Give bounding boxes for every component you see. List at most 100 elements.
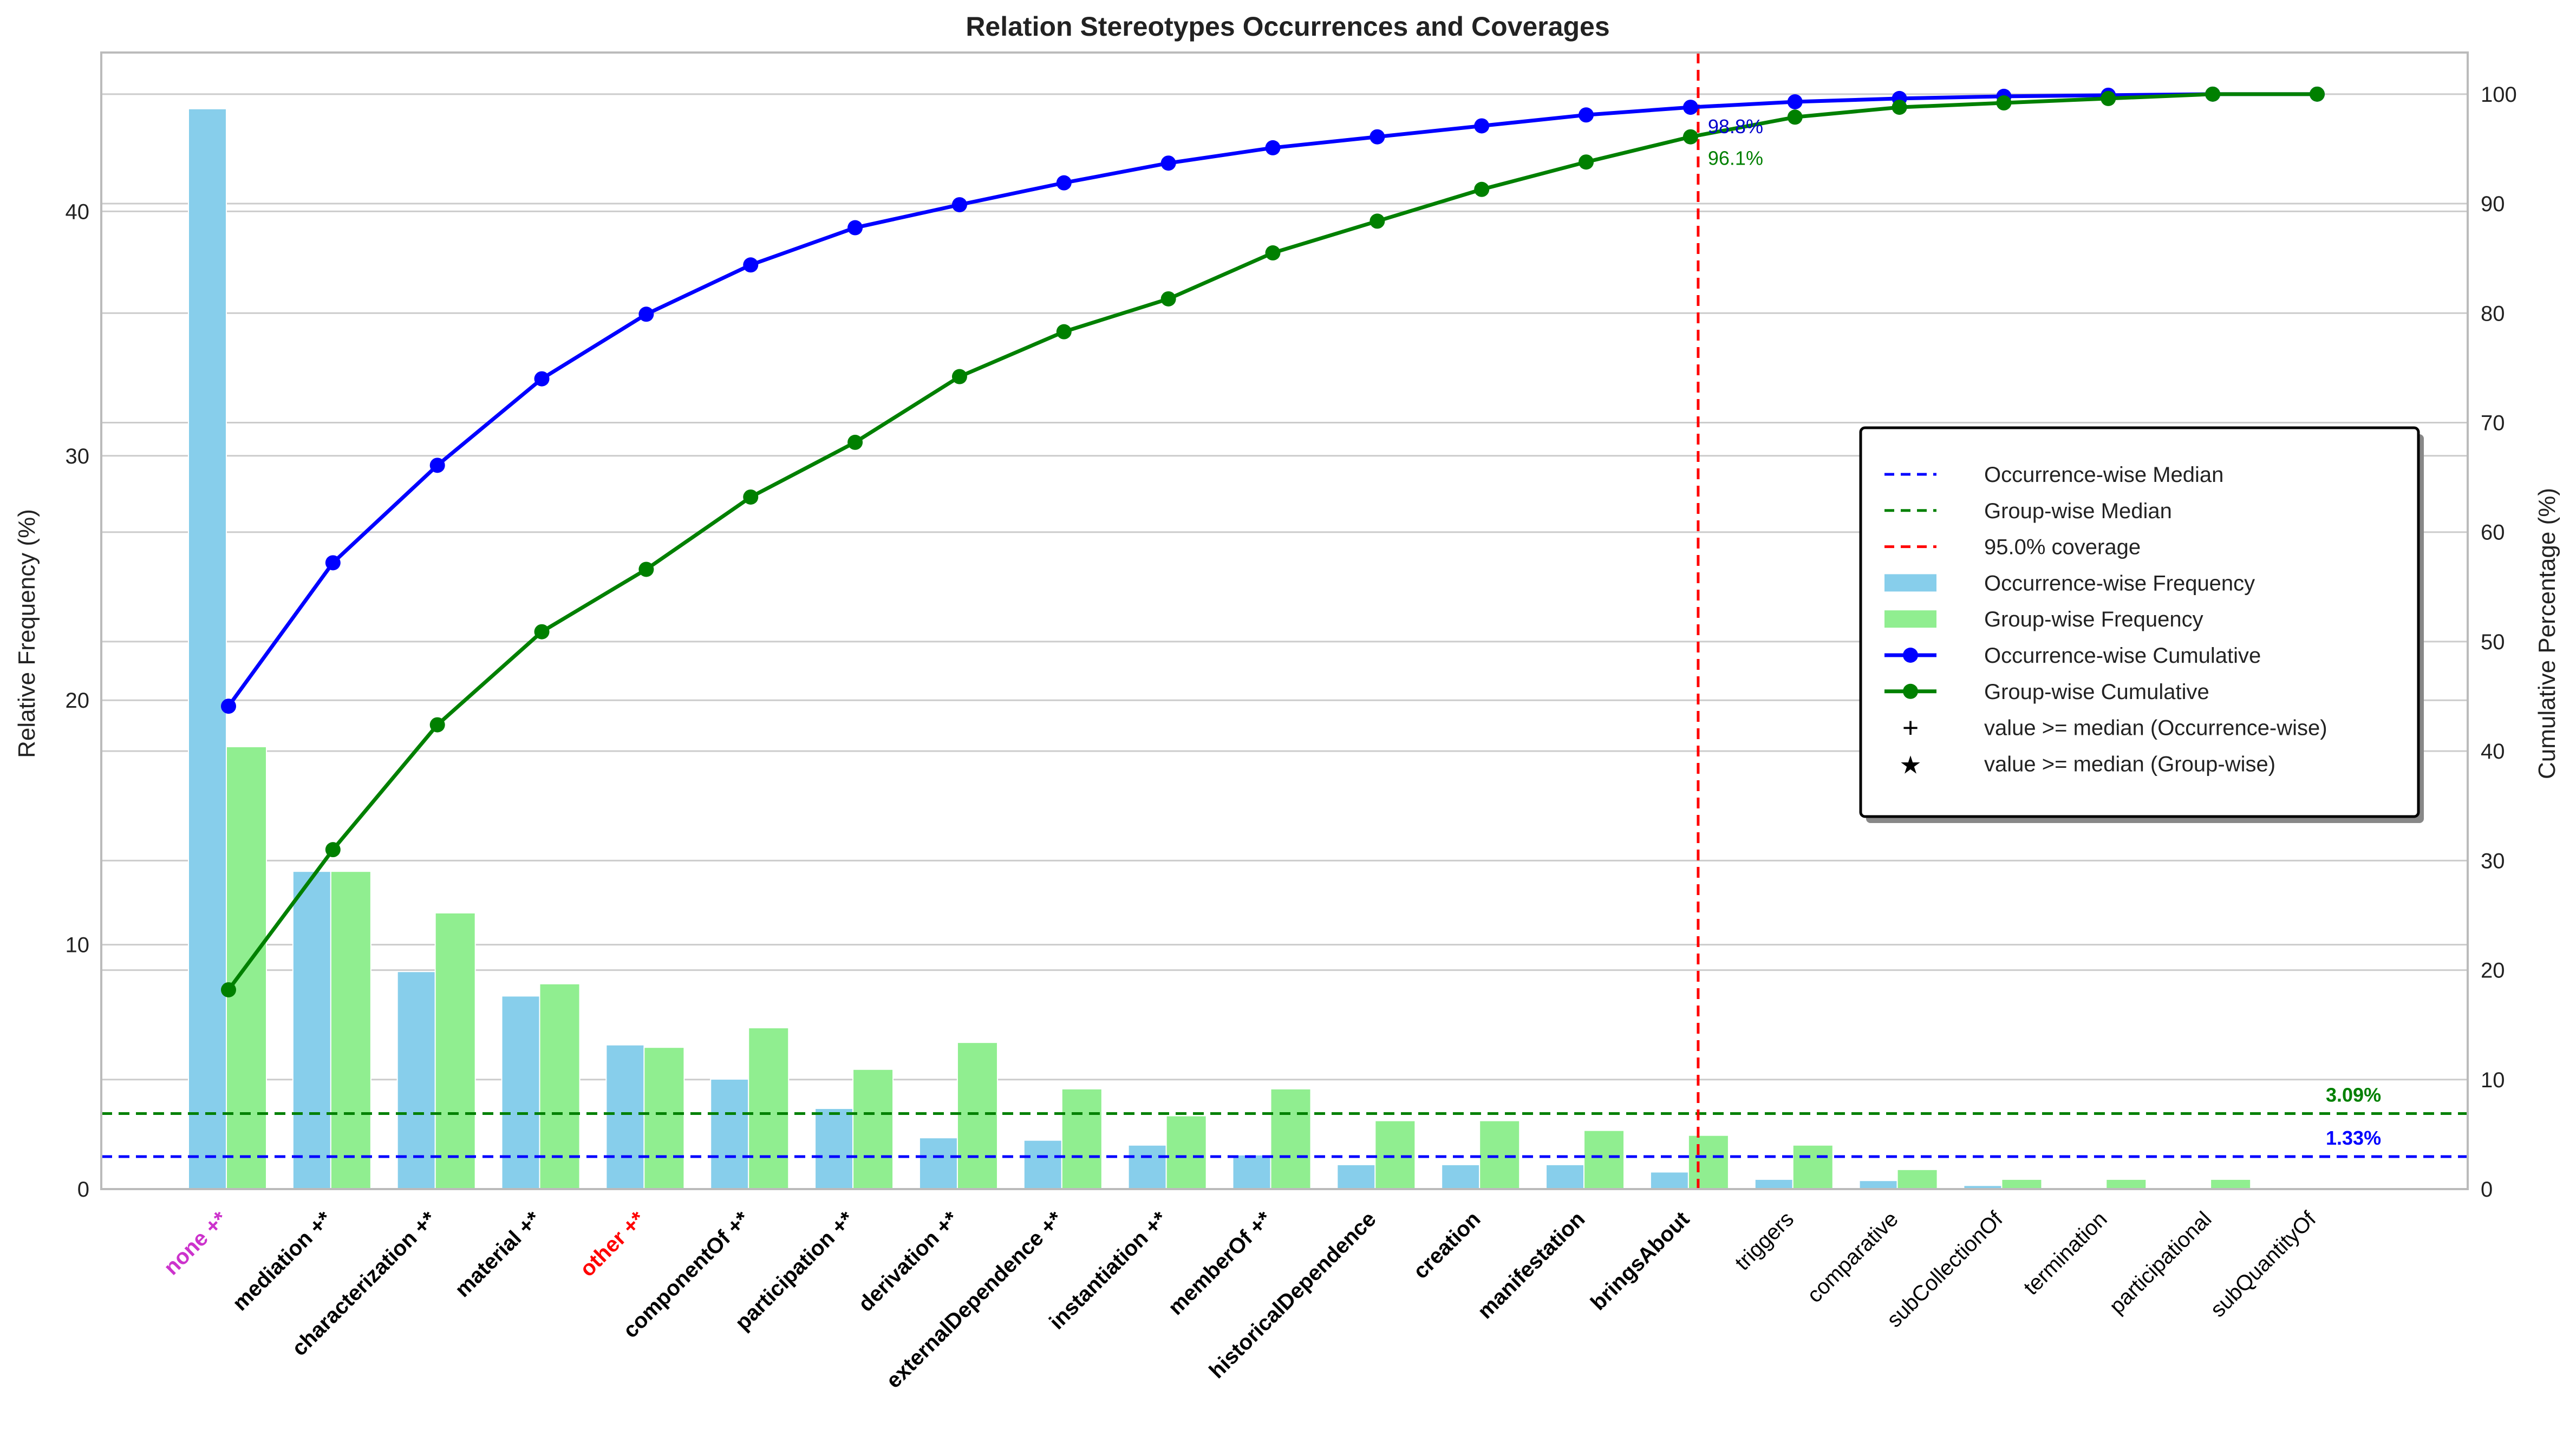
chart-title: Relation Stereotypes Occurrences and Cov… — [966, 11, 1609, 42]
y-axis-left-label: Relative Frequency (%) — [14, 509, 40, 758]
occurrence-bar — [396, 971, 436, 1190]
group-bar — [1583, 1130, 1625, 1190]
legend-label: 95.0% coverage — [1984, 536, 2141, 559]
group-cumulative-point — [1056, 324, 1072, 340]
group-cumulative-point — [221, 982, 236, 997]
y-right-tick-label: 40 — [2481, 740, 2505, 763]
legend-label: value >= median (Group-wise) — [1984, 752, 2275, 776]
y-right-tick-label: 0 — [2481, 1178, 2493, 1202]
occurrence-bar — [1023, 1139, 1062, 1190]
group-bar — [2105, 1178, 2147, 1190]
occurrence-cumulative-point — [1787, 94, 1803, 109]
occurrence-bar — [710, 1078, 749, 1190]
group-bar — [1061, 1088, 1103, 1190]
occurrence-bar — [1336, 1164, 1376, 1190]
occurrence-coverage-annotation: 98.8% — [1708, 115, 1763, 138]
y-right-tick-label: 10 — [2481, 1068, 2505, 1092]
group-bar — [748, 1027, 790, 1190]
group-bar — [956, 1042, 998, 1190]
y-right-tick-label: 30 — [2481, 849, 2505, 873]
legend-label: Occurrence-wise Median — [1984, 463, 2223, 487]
group-cumulative-point — [1265, 245, 1281, 261]
group-cumulative-point — [951, 369, 967, 384]
occurrence-bar — [1441, 1164, 1481, 1190]
occurrence-bar — [814, 1108, 854, 1190]
group-bar — [1896, 1169, 1938, 1190]
occurrence-cumulative-point — [534, 371, 550, 387]
plot-frame — [100, 51, 2469, 1190]
y-right-tick-label: 70 — [2481, 411, 2505, 435]
y-right-tick-label: 80 — [2481, 302, 2505, 325]
occurrence-cumulative-point — [1160, 155, 1176, 171]
occurrence-bar — [918, 1137, 958, 1190]
legend-plus-icon: + — [1902, 713, 1919, 744]
occurrence-cumulative-point — [1579, 107, 1594, 123]
group-bar — [1792, 1144, 1834, 1190]
occurrence-cumulative-point — [847, 220, 863, 236]
occurrence-cumulative-point — [429, 458, 445, 473]
group-coverage-annotation: 96.1% — [1708, 147, 1763, 169]
occurrence-cumulative-point — [1682, 100, 1698, 115]
y-left-tick-label: 30 — [66, 445, 90, 468]
group-bar — [2210, 1178, 2252, 1190]
group-cumulative-point — [325, 842, 341, 858]
group-bar — [2001, 1178, 2043, 1190]
group-cumulative-point — [1996, 95, 2012, 111]
group-bar — [643, 1047, 685, 1190]
group-bar — [1165, 1115, 1207, 1190]
group-bar — [1479, 1120, 1521, 1190]
y-right-tick-label: 90 — [2481, 192, 2505, 216]
occurrence-cumulative-point — [221, 699, 236, 714]
occurrence-bar — [1858, 1180, 1898, 1190]
group-cumulative-point — [1369, 213, 1385, 229]
occurrence-bar — [1754, 1178, 1794, 1190]
occurrence-cumulative-point — [951, 197, 967, 213]
y-left-tick-label: 10 — [66, 934, 90, 957]
y-axis-right-label: Cumulative Percentage (%) — [2534, 488, 2560, 779]
group-bar — [434, 912, 476, 1190]
legend-dot-icon — [1903, 683, 1918, 699]
group-cumulative-point — [847, 434, 863, 450]
occurrence-bar — [1232, 1154, 1271, 1190]
group-cumulative-point — [1787, 109, 1803, 125]
axes — [100, 51, 2469, 1190]
group-bar — [1374, 1120, 1416, 1190]
legend-label: Group-wise Cumulative — [1984, 680, 2209, 704]
occurrence-cumulative-point — [1265, 140, 1281, 155]
occurrence-bar — [1127, 1144, 1167, 1190]
group-cumulative-point — [1474, 181, 1490, 197]
y-right-tick-label: 20 — [2481, 959, 2505, 983]
group-bar — [1687, 1134, 1729, 1190]
occurrence-bar — [1545, 1164, 1585, 1190]
occurrence-bar — [1649, 1171, 1689, 1190]
bars — [188, 108, 2252, 1190]
legend-box — [1859, 426, 2420, 818]
occurrence-cumulative-point — [1056, 175, 1072, 191]
group-cumulative-point — [2310, 86, 2325, 102]
legend-star-icon: ★ — [1899, 750, 1921, 779]
occurrence-cumulative-point — [638, 306, 654, 322]
occurrence-bar — [605, 1044, 645, 1190]
group-cumulative-point — [1160, 291, 1176, 306]
group-cumulative-point — [743, 489, 759, 505]
occurrence-bar — [501, 995, 540, 1190]
legend-dot-icon — [1903, 648, 1918, 663]
y-right-tick-label: 50 — [2481, 630, 2505, 654]
group-cumulative-point — [1892, 100, 1907, 115]
legend-label: Occurrence-wise Frequency — [1984, 571, 2255, 595]
group-bar — [330, 871, 371, 1190]
y-right-tick-label: 60 — [2481, 521, 2505, 545]
legend-label: Group-wise Frequency — [1984, 608, 2203, 631]
occurrence-bar — [292, 871, 331, 1190]
y-right-tick-label: 100 — [2481, 83, 2517, 107]
group-bar — [1270, 1088, 1312, 1190]
legend-bar-icon — [1884, 574, 1936, 592]
group-bar — [539, 983, 581, 1190]
legend-label: Group-wise Median — [1984, 499, 2172, 523]
y-left-tick-label: 40 — [66, 200, 90, 224]
y-left-tick-label: 20 — [66, 689, 90, 713]
group-cumulative-point — [429, 717, 445, 733]
group-cumulative-point — [1682, 129, 1698, 145]
group-cumulative-point — [2205, 86, 2221, 102]
